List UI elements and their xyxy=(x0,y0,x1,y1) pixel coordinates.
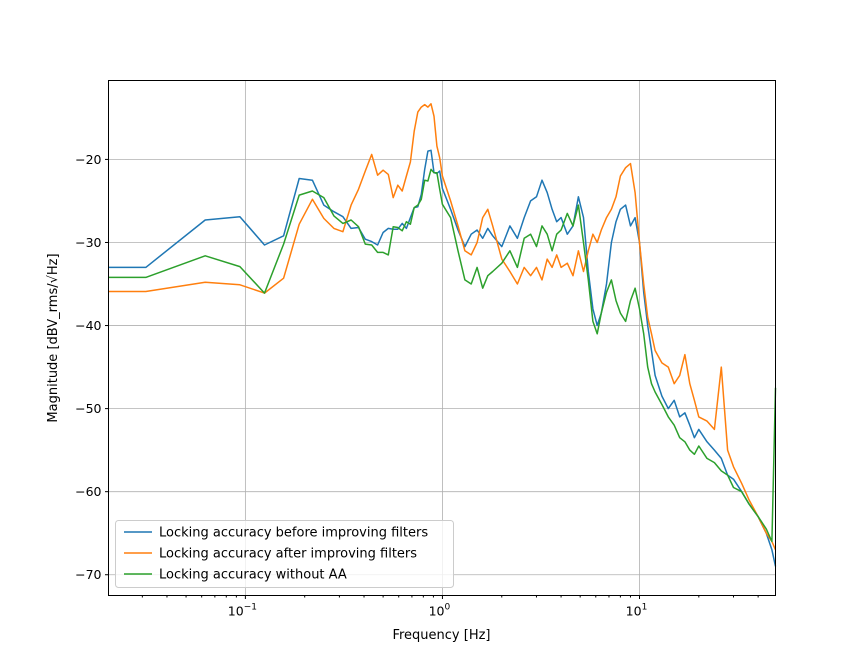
legend-label: Locking accuracy after improving filters xyxy=(159,547,417,562)
series-line-2 xyxy=(108,103,777,551)
y-axis-label: Magnitude [dBV_rms/√Hz] xyxy=(46,253,61,422)
x-axis-label: Frequency [Hz] xyxy=(392,628,490,643)
y-tick-label: −40 xyxy=(75,318,101,333)
x-tick-label: 101 xyxy=(626,603,648,619)
y-tick-label: −60 xyxy=(75,484,101,499)
series-line-3 xyxy=(108,168,777,543)
legend-box xyxy=(115,520,454,588)
series-lines xyxy=(108,103,777,567)
x-tick-label: 10−1 xyxy=(228,603,257,619)
y-tick-label: −70 xyxy=(75,567,101,582)
y-tick-label: −20 xyxy=(75,152,101,167)
legend: Locking accuracy before improving filter… xyxy=(115,520,454,588)
y-tick-label: −50 xyxy=(75,401,101,416)
plot-frame xyxy=(108,80,776,596)
legend-label: Locking accuracy without AA xyxy=(159,568,347,583)
grid xyxy=(108,80,776,596)
x-tick-label: 100 xyxy=(429,603,451,619)
series-line-1 xyxy=(108,149,777,567)
legend-label: Locking accuracy before improving filter… xyxy=(159,526,428,541)
y-tick-label: −30 xyxy=(75,235,101,250)
